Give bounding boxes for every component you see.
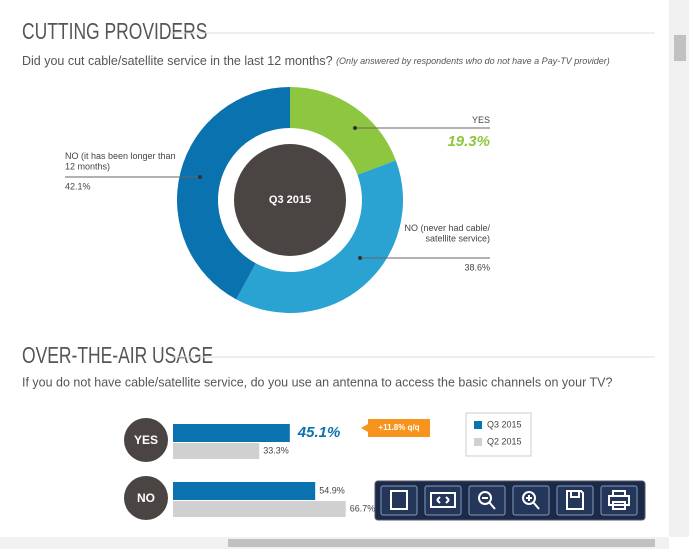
value-label: 33.3% <box>263 445 289 455</box>
legend-swatch <box>474 438 482 446</box>
category-badge <box>124 418 168 462</box>
slice-label: NO (it has been longer than 12 months) <box>65 151 176 171</box>
value-label: 66.7% <box>350 503 376 513</box>
toolbar-button[interactable] <box>512 485 550 516</box>
leader-dot <box>198 175 202 179</box>
scrollbar-track <box>669 0 689 537</box>
icon <box>390 490 408 510</box>
icon <box>482 497 496 510</box>
value-label: 54.9% <box>319 485 345 495</box>
donut-segment <box>290 87 396 175</box>
value-label: 19.3% <box>447 133 490 150</box>
legend-label: Q3 2015 <box>487 419 522 429</box>
section-title: CUTTING PROVIDERS <box>22 20 207 45</box>
value-label: 42.1% <box>65 181 91 191</box>
icon <box>608 490 630 510</box>
icon <box>526 495 540 510</box>
annotation: +11.8% q/q <box>378 423 419 432</box>
subtitle: Did you cut cable/satellite service in t… <box>22 54 610 68</box>
value-label: 38.6% <box>464 262 490 272</box>
scrollbar-thumb[interactable] <box>228 539 655 547</box>
bar <box>173 482 316 500</box>
annotation-callout <box>361 419 430 437</box>
toolbar <box>374 480 646 521</box>
toolbar-button[interactable] <box>468 485 506 516</box>
value-label: 45.1% <box>297 424 341 441</box>
slice-label: YES <box>472 115 490 125</box>
icon <box>478 491 492 505</box>
toolbar-button[interactable] <box>600 485 638 516</box>
icon <box>566 490 584 510</box>
scrollbar-thumb[interactable] <box>674 35 686 61</box>
bar <box>173 501 346 517</box>
icon <box>522 491 536 505</box>
donut-center <box>234 144 346 256</box>
legend-label: Q2 2015 <box>487 436 522 446</box>
bar <box>173 443 260 459</box>
icon <box>430 492 456 508</box>
subtitle: If you do not have cable/satellite servi… <box>22 375 612 389</box>
bar <box>173 424 290 442</box>
slice-label: NO (never had cable/satellite service) <box>404 223 490 243</box>
category-badge <box>124 476 168 520</box>
leader-dot <box>353 126 357 130</box>
donut-segment <box>177 87 290 300</box>
donut-segment <box>236 160 403 313</box>
category-label: NO <box>137 491 155 505</box>
center-label: Q3 2015 <box>269 194 311 206</box>
category-label: YES <box>134 433 158 447</box>
leader-dot <box>358 256 362 260</box>
legend-box <box>465 412 532 457</box>
legend-swatch <box>474 421 482 429</box>
section-title: OVER-THE-AIR USAGE <box>22 344 213 369</box>
